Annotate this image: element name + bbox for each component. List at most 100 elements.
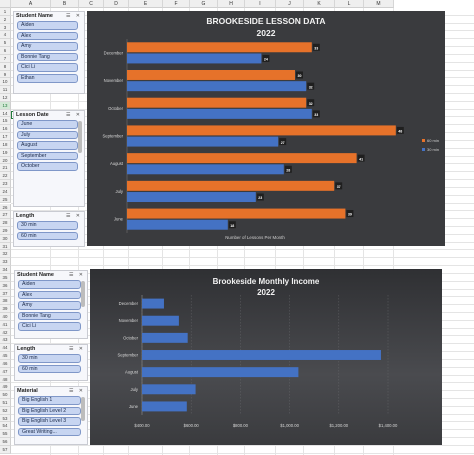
row-header[interactable]: 52 [0, 406, 11, 415]
slicer-item[interactable]: 30 min [17, 221, 78, 230]
row-header[interactable]: 34 [0, 266, 11, 274]
filter-clear-icon[interactable]: ☰ ✕ [68, 388, 85, 394]
scrollbar[interactable] [81, 281, 85, 307]
monthly-income-chart[interactable]: Brookeside Monthly Income 2022 $400.00 $6… [90, 269, 442, 445]
row-header[interactable]: 8 [0, 62, 11, 71]
slicer-item[interactable]: Bonnie Tang [17, 52, 78, 62]
slicer-item[interactable]: 60 min [18, 364, 81, 374]
slicer-item[interactable]: Big English 1 [18, 396, 81, 405]
row-header[interactable]: 54 [0, 422, 11, 431]
slicer-item[interactable]: Big English Level 2 [18, 406, 81, 416]
slicer-item[interactable]: Aiden [17, 21, 78, 30]
column-header[interactable]: D [104, 0, 129, 8]
row-header[interactable]: 22 [0, 172, 11, 181]
scrollbar[interactable] [78, 121, 82, 153]
row-header[interactable]: 29 [0, 226, 11, 235]
row-header[interactable]: 56 [0, 438, 11, 446]
row-header[interactable]: 57 [0, 445, 11, 454]
filter-clear-icon[interactable]: ☰ ✕ [65, 213, 82, 219]
row-header[interactable]: 45 [0, 352, 11, 360]
row-header[interactable]: 26 [0, 203, 11, 212]
row-header[interactable]: 28 [0, 219, 11, 227]
row-header[interactable]: 10 [0, 78, 11, 87]
row-header[interactable]: 42 [0, 328, 11, 337]
column-header[interactable]: K [304, 0, 335, 8]
row-header[interactable]: 18 [0, 140, 11, 149]
row-header[interactable]: 35 [0, 273, 11, 282]
row-header[interactable]: 38 [0, 297, 11, 306]
row-header[interactable]: 3 [0, 23, 11, 32]
column-header[interactable]: E [129, 0, 163, 8]
slicer-item[interactable]: Ethan [17, 74, 78, 83]
row-header[interactable]: 19 [0, 148, 11, 157]
row-header[interactable]: 14 [0, 109, 11, 118]
slicer-item[interactable]: Alex [18, 290, 81, 300]
row-header[interactable]: 7 [0, 54, 11, 63]
slicer-item[interactable]: 60 min [17, 231, 78, 241]
row-header[interactable]: 43 [0, 336, 11, 345]
select-all-corner[interactable] [0, 0, 11, 8]
column-header[interactable]: M [364, 0, 394, 8]
row-header[interactable]: 53 [0, 414, 11, 423]
filter-clear-icon[interactable]: ☰ ✕ [68, 346, 85, 352]
column-header[interactable]: A [11, 0, 51, 8]
slicer-item[interactable]: Cici Li [18, 322, 81, 331]
column-header[interactable]: B [51, 0, 79, 8]
row-header[interactable]: 41 [0, 320, 11, 329]
slicer-item[interactable]: Amy [17, 42, 78, 51]
row-header[interactable]: 49 [0, 383, 11, 392]
row-header[interactable]: 4 [0, 31, 11, 40]
column-header[interactable]: C [79, 0, 104, 8]
column-header[interactable]: H [218, 0, 245, 8]
slicer-item[interactable]: Alex [17, 31, 78, 41]
slicer-item[interactable]: September [17, 151, 78, 161]
column-header[interactable]: J [276, 0, 304, 8]
row-header[interactable]: 31 [0, 242, 11, 251]
slicer-length-bottom[interactable]: Length ☰ ✕ [14, 344, 88, 381]
row-header[interactable]: 21 [0, 164, 11, 173]
row-header[interactable]: 12 [0, 94, 11, 102]
row-header[interactable]: 24 [0, 187, 11, 196]
slicer-material[interactable]: Material ☰ ✕ [14, 386, 88, 445]
row-header[interactable]: 9 [0, 70, 11, 79]
filter-clear-icon[interactable]: ☰ ✕ [65, 13, 82, 19]
slicer-item[interactable]: 30 min [18, 354, 81, 363]
row-header[interactable]: 11 [0, 86, 11, 94]
slicer-item[interactable]: October [17, 162, 78, 171]
column-header[interactable]: I [245, 0, 276, 8]
column-header[interactable]: F [163, 0, 190, 8]
row-header[interactable]: 48 [0, 375, 11, 384]
row-header[interactable]: 5 [0, 39, 11, 48]
row-header[interactable]: 55 [0, 430, 11, 439]
row-header[interactable]: 13 [0, 101, 11, 110]
row-header[interactable]: 32 [0, 250, 11, 259]
row-header[interactable]: 44 [0, 344, 11, 353]
slicer-item[interactable]: Big English Level 3 [18, 417, 81, 426]
slicer-item[interactable]: June [17, 120, 78, 129]
row-header[interactable]: 17 [0, 133, 11, 141]
lesson-data-chart[interactable]: BROOKESIDE LESSON DATA 2022 December 33 24… [87, 11, 445, 246]
row-header[interactable]: 46 [0, 359, 11, 368]
slicer-item[interactable]: Aiden [18, 280, 81, 289]
row-header[interactable]: 2 [0, 15, 11, 24]
row-header[interactable]: 6 [0, 47, 11, 55]
row-header[interactable]: 37 [0, 289, 11, 298]
slicer-item[interactable]: July [17, 130, 78, 140]
row-header[interactable]: 47 [0, 367, 11, 376]
row-header[interactable]: 51 [0, 399, 11, 407]
row-header[interactable]: 20 [0, 156, 11, 165]
row-header[interactable]: 23 [0, 180, 11, 188]
slicer-item[interactable]: Cici Li [17, 63, 78, 72]
filter-clear-icon[interactable]: ☰ ✕ [65, 112, 82, 118]
row-header[interactable]: 25 [0, 195, 11, 204]
column-header[interactable]: L [335, 0, 364, 8]
row-header[interactable]: 27 [0, 211, 11, 220]
row-header[interactable]: 50 [0, 391, 11, 399]
row-header[interactable]: 40 [0, 312, 11, 321]
slicer-item[interactable]: Bonnie Tang [18, 311, 81, 321]
slicer-item[interactable]: Amy [18, 301, 81, 310]
row-header[interactable]: 1 [0, 8, 11, 16]
slicer-item[interactable]: Great Writing... [18, 427, 81, 437]
row-header[interactable]: 36 [0, 281, 11, 290]
row-header[interactable]: 33 [0, 258, 11, 267]
